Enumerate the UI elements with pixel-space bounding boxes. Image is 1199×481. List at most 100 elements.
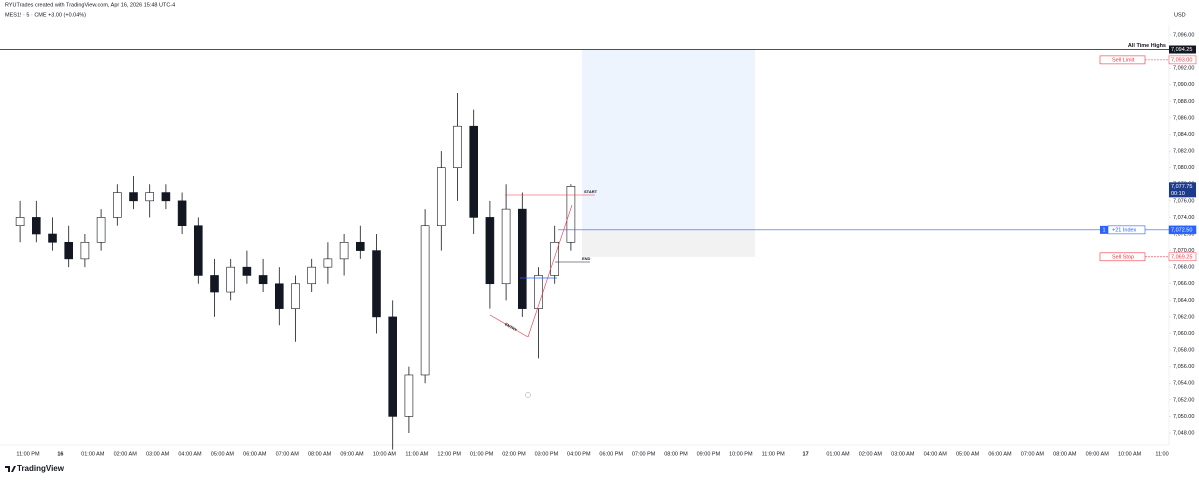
logo: TradingView: [5, 464, 65, 473]
price-label: 7,092.00: [1173, 66, 1194, 72]
time-label: 10:00 AM: [1118, 451, 1142, 457]
candle-body: [291, 283, 300, 309]
trend-line: [489, 314, 529, 338]
order-box: [1099, 55, 1146, 65]
countdown-text: 00:10: [1171, 191, 1185, 197]
price-label: 7,070.00: [1173, 248, 1194, 254]
time-label: 07:00 AM: [1021, 451, 1045, 457]
time-label: 11:00: [1155, 451, 1168, 457]
price-label: 7,090.00: [1173, 82, 1194, 88]
price-label: 7,084.00: [1173, 132, 1194, 138]
time-label: 12:00 PM: [437, 451, 461, 457]
candle-body: [31, 217, 41, 235]
candle-body: [210, 275, 219, 293]
candle-body: [64, 241, 73, 260]
last-price-text: 7,077.75: [1171, 184, 1192, 190]
order-tag: [1168, 225, 1197, 235]
candle-body: [15, 217, 25, 227]
candle-body: [550, 241, 560, 276]
price-label: 7,066.00: [1173, 281, 1194, 287]
candle-body: [355, 241, 365, 251]
candle-body: [485, 217, 495, 285]
currency: USD: [1174, 12, 1186, 18]
end-label: END: [582, 256, 591, 261]
candle-body: [80, 241, 90, 260]
candle-body: [145, 192, 154, 202]
entry-label: ENTRY: [504, 321, 518, 332]
order-id: 1: [1102, 227, 1105, 233]
target-zone: [582, 49, 755, 230]
candle-body: [372, 250, 381, 318]
price-label: 7,068.00: [1173, 265, 1194, 271]
price-label: 7,060.00: [1173, 331, 1194, 337]
candle-body: [404, 374, 414, 417]
order-label[interactable]: Sell Stop: [1099, 252, 1146, 262]
order-text: +21 Index: [1112, 227, 1137, 233]
time-label: 01:00 AM: [826, 451, 850, 457]
price-label: 7,050.00: [1173, 414, 1194, 420]
price-label: 7,054.00: [1173, 381, 1194, 387]
time-label: 11:00 PM: [762, 451, 786, 457]
candle-body: [420, 225, 430, 376]
price-label: 7,064.00: [1173, 298, 1194, 304]
candle-body: [96, 217, 106, 243]
time-label: 06:00 AM: [988, 451, 1012, 457]
last-price-tag: [1169, 182, 1196, 198]
time-label: 06:00 PM: [599, 451, 623, 457]
symbol-line[interactable]: MES1! · 5 · CME +3.00 (+0.04%): [5, 12, 86, 18]
candle-body: [453, 125, 462, 168]
time-label: 08:00 PM: [664, 451, 688, 457]
time-label: 16: [57, 451, 63, 457]
price-label: 7,072.00: [1173, 231, 1194, 237]
order-box: [1099, 252, 1146, 262]
time-label: 01:00 PM: [470, 451, 494, 457]
candle-body: [469, 125, 479, 218]
price-label: 7,056.00: [1173, 364, 1194, 370]
candle-body: [501, 208, 511, 285]
time-label: 05:00 AM: [956, 451, 980, 457]
order-box: [1107, 225, 1146, 235]
candle-body: [534, 275, 543, 309]
price-label: 7,052.00: [1173, 397, 1194, 403]
price-label: 7,082.00: [1173, 149, 1194, 155]
order-tag-text: 7,069.25: [1171, 254, 1192, 260]
time-label: 01:00 AM: [81, 451, 105, 457]
order-text: Sell Stop: [1112, 254, 1134, 260]
price-label: 7,086.00: [1173, 115, 1194, 121]
candle-body: [48, 233, 57, 243]
order-tag: [1168, 55, 1197, 65]
time-label: 10:00 AM: [373, 451, 397, 457]
price-label: 7,074.00: [1173, 215, 1194, 221]
candle-body: [339, 241, 349, 260]
candle-body: [436, 167, 446, 227]
logo-text: TradingView: [17, 464, 65, 473]
order-label[interactable]: Sell Limit: [1099, 55, 1146, 65]
time-label: 08:00 AM: [308, 451, 332, 457]
time-label: 03:00 AM: [891, 451, 915, 457]
stop-zone: [582, 229, 755, 257]
price-label: 7,058.00: [1173, 348, 1194, 354]
price-label: 7,076.00: [1173, 198, 1194, 204]
candle-body: [274, 283, 284, 309]
time-label: 05:00 AM: [211, 451, 235, 457]
time-label: 09:00 PM: [697, 451, 721, 457]
ath-tag: [1169, 45, 1196, 54]
candle-body: [258, 275, 268, 285]
price-label: 7,080.00: [1173, 165, 1194, 171]
price-label: 7,096.00: [1173, 32, 1194, 38]
time-label: 11:00 AM: [405, 451, 428, 457]
time-label: 04:00 PM: [567, 451, 591, 457]
order-text: Sell Limit: [1112, 57, 1135, 63]
candle-body: [161, 192, 171, 202]
time-label: 17: [803, 451, 809, 457]
time-label: 06:00 AM: [243, 451, 267, 457]
order-label[interactable]: 1 +21 Index: [1100, 225, 1146, 235]
author-line: RYUTrades created with TradingView.com, …: [5, 2, 175, 8]
candle-body: [226, 266, 235, 293]
time-label: 03:00 AM: [146, 451, 170, 457]
price-label: 7,088.00: [1173, 99, 1194, 105]
time-label: 03:00 PM: [535, 451, 559, 457]
ath-label: All Time Highs: [1128, 43, 1166, 49]
time-label: 08:00 AM: [1053, 451, 1077, 457]
